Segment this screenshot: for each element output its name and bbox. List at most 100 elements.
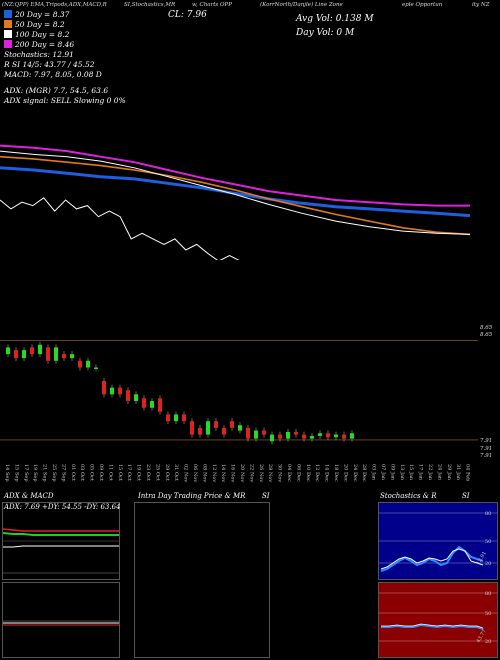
date-tick-label: 03 Jan [371,464,377,481]
candle-body [214,421,218,428]
candle-body [326,433,330,438]
legend-swatch [4,40,12,48]
candle-body [62,354,66,359]
stoch-tick: 50 [485,539,491,545]
adx-readout: ADX: (MGR) 7.7, 54.5, 63.6 [4,86,109,95]
candle-body [174,414,178,422]
date-tick-label: 17 Sep [23,464,29,482]
date-tick-label: 22 Jan [427,464,433,481]
macd-panel [2,582,120,658]
date-tick-label: 29 Oct [164,464,170,481]
candle-body [70,354,74,359]
legend-item-50day: 50 Day = 8.2 [4,20,126,30]
date-tick-label: 22 Nov [248,464,254,482]
candle-body [142,398,146,408]
legend-item-200day: 200 Day = 8.46 [4,40,126,50]
date-tick-label: 31 Oct [173,464,179,481]
close-price-label: CL: 7.96 [168,10,207,20]
header-segment: SI,Stochastics,MR [124,2,176,8]
price-label: 7.91 [480,438,493,444]
day-volume-label: Day Vol: 0 M [296,28,355,38]
candle-body [238,425,242,431]
price-label: 8.65 [480,325,493,331]
candle-body [246,427,250,439]
date-tick-label: 19 Oct [136,464,142,481]
candle-body [294,431,298,435]
adx-panel-readout: ADX: 7.69 +DY: 54.55 -DY: 63.64 [4,503,121,511]
candle-body [22,350,26,359]
close-price-line [0,197,240,260]
candle-body [254,430,258,439]
chart-header: (NZ:QPP) EMA,Tripods,ADX,MACD,R SI,Stoch… [2,2,498,10]
intraday-panel-title-right: SI [262,492,270,500]
header-segment: (KorrNorth/Danjle) Line Zone [260,2,343,8]
stochastics-readout: Stochastics: 12.91 [4,50,74,59]
rsi-signal-line [381,623,484,629]
ma-legend: 20 Day = 8.37 50 Day = 8.2 100 Day = 8.2… [4,10,126,106]
date-tick-label: 26 Nov [258,464,264,482]
date-tick-label: 24 Dec [352,464,358,482]
candle-body [198,427,202,435]
date-tick-label: 31 Jan [455,464,461,481]
candle-body [78,360,82,368]
header-segment: w, Charts OPP [192,2,232,8]
intraday-panel-title: Intra Day Trading Price & MR [138,492,246,500]
candle-body [270,434,274,442]
date-tick-label: 06 Dec [295,464,301,482]
price-label: 7.91 [480,453,493,459]
candle-body [118,387,122,395]
date-tick-label: 12 Nov [211,464,217,482]
rsi-tick: 80 [485,591,491,597]
date-axis: 14 Sep 15 Sep 17 Sep 19 Sep 21 Sep 25 Sep 27 S… [4,464,471,482]
header-segment: eple Opportun [402,2,443,8]
rsi-readout: R SI 14/5: 43.77 / 45.52 [4,60,95,69]
plus-di-line [3,532,119,536]
ma-series-line [0,150,471,235]
macd-readout: MACD: 7.97, 8.05, 0.08 D [4,70,102,79]
date-tick-label: 28 Nov [267,464,273,482]
date-tick-label: 14 Dec [324,464,330,482]
date-tick-label: 29 Jan [446,464,452,481]
date-tick-label: 25 Oct [154,464,160,481]
date-tick-label: 17 Jan [418,464,424,481]
candlestick-chart [0,340,478,445]
candle-body [46,347,50,361]
date-tick-label: 17 Oct [126,464,132,481]
moving-average-chart [0,144,471,260]
rsi-tick: 50 [485,611,491,617]
ma-series-line [0,155,471,236]
price-label: 8.65 [480,332,493,338]
avg-volume-label: Avg Vol: 0.138 M [296,14,374,24]
intraday-panel [134,502,270,658]
date-tick-label: 12 Dec [314,464,320,482]
candle-body [342,434,346,439]
date-tick-label: 04 Feb [465,464,471,481]
date-tick-label: 03 Oct [79,464,85,481]
candle-body [126,390,130,402]
date-tick-label: 15 Sep [13,464,19,482]
adx-panel-title: ADX & MACD [4,492,54,500]
stochastics-panel-title: Stochastics & R [380,492,437,500]
minus-di-line [3,528,119,532]
stoch-tick: 80 [485,511,491,517]
date-tick-label: 05 Oct [89,464,95,481]
candle-body [102,380,106,395]
legend-item-20day: 20 Day = 8.37 [4,10,126,20]
date-tick-label: 14 Nov [220,464,226,482]
adx-panel: ADX: 7.69 +DY: 54.55 -DY: 63.64 [2,502,120,580]
header-segment: (NZ:QPP) EMA,Tripods,ADX,MACD,R [2,2,107,8]
price-label: 7.91 [480,446,493,452]
candle-body [262,430,266,435]
adx-line [3,545,119,548]
candle-body [94,367,98,370]
date-tick-label: 18 Dec [333,464,339,482]
candle-body [6,347,10,355]
candle-body [286,431,290,439]
adx-signal-readout: ADX signal: SELL Slowing 0 0% [4,96,126,105]
date-tick-label: 09 Jan [389,464,395,481]
date-tick-label: 10 Dec [305,464,311,482]
candle-body [334,434,338,438]
date-tick-label: 15 Oct [117,464,123,481]
candle-body [30,347,34,355]
stoch-d-line [380,548,484,570]
